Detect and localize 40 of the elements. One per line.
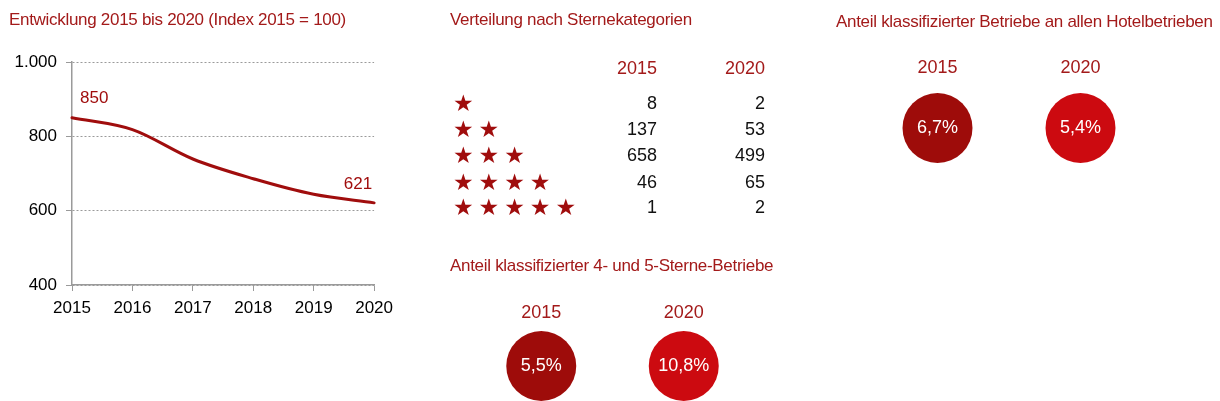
text: Anteil klassifizierter Betriebe an allen Hotelbetrieben: [836, 11, 1213, 33]
text: 2020: [724, 57, 765, 79]
x-tick-label: 2018: [234, 297, 273, 317]
chart-title: Entwicklung 2015 bis 2020 (Index 2015 = 100): [9, 9, 346, 31]
y-tick-label: 1.000: [14, 51, 57, 71]
category-label: 2015: [917, 57, 958, 78]
data-label: 5,5%: [520, 354, 562, 375]
x-tick-label: 2019: [294, 297, 333, 317]
data-label: 65: [744, 171, 765, 193]
data-label: 137: [626, 118, 657, 140]
data-label: 850: [80, 88, 109, 108]
y-tick-label: 400: [28, 274, 57, 294]
data-label: 8: [646, 92, 657, 114]
data-label: 10,8%: [658, 354, 710, 375]
y-tick-label: 800: [28, 126, 57, 146]
data-label: 1: [646, 196, 657, 218]
data-label: 6,7%: [916, 116, 959, 137]
data-label: 621: [343, 173, 373, 193]
y-tick-label: 600: [28, 200, 57, 220]
data-label: 658: [626, 144, 657, 166]
x-tick-label: 2017: [173, 297, 212, 317]
category-label: ★★: [453, 116, 505, 142]
data-label: 2: [754, 196, 765, 218]
x-tick-label: 2020: [355, 297, 393, 317]
line-series: [70, 116, 376, 205]
text: Anteil klassifizierter 4- und 5-Sterne-Betriebe: [450, 255, 774, 277]
data-label: 499: [734, 144, 765, 166]
data-label: 2: [754, 92, 765, 114]
text: Verteilung nach Sternekategorien: [450, 9, 692, 31]
category-label: ★: [453, 90, 479, 116]
category-label: ★★★★: [453, 169, 556, 195]
x-tick-label: 2015: [53, 297, 91, 317]
category-label: 2020: [1060, 57, 1101, 78]
data-label: 53: [744, 118, 765, 140]
category-label: ★★★★★: [453, 194, 582, 220]
data-label: 46: [636, 171, 657, 193]
x-tick-label: 2016: [113, 297, 152, 317]
category-label: ★★★: [453, 142, 530, 168]
text: 2015: [616, 57, 657, 79]
data-label: 5,4%: [1059, 116, 1102, 137]
